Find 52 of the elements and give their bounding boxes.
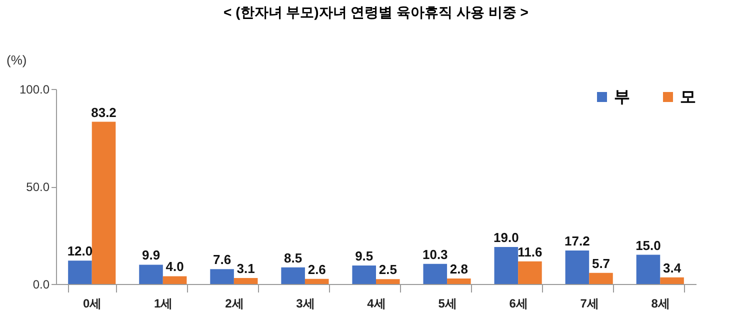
- bar: [518, 261, 542, 284]
- bar: [447, 278, 471, 284]
- x-tick-label: 3세: [296, 296, 315, 310]
- bar: [636, 254, 660, 284]
- bar: [281, 267, 305, 284]
- bar: [589, 272, 613, 284]
- data-label: 2.5: [378, 262, 397, 278]
- data-label: 3.1: [236, 260, 255, 276]
- bar: [565, 250, 590, 284]
- bar: [494, 246, 518, 284]
- data-label: 5.7: [592, 256, 610, 271]
- data-label: 3.4: [662, 260, 682, 276]
- x-tick-label: 8세: [651, 296, 670, 310]
- bar: [68, 260, 92, 284]
- data-label: 19.0: [494, 230, 519, 245]
- x-tick-label: 1세: [154, 296, 173, 310]
- chart-title: < (한자녀 부모)자녀 연령별 육아휴직 사용 비중 >: [224, 4, 528, 20]
- bar: [234, 278, 258, 284]
- data-label: 8.5: [284, 250, 302, 266]
- data-label: 2.6: [308, 262, 326, 277]
- bar: [139, 264, 163, 284]
- y-axis-title: (%): [6, 52, 27, 68]
- bar: [660, 277, 684, 284]
- x-tick-label: 7세: [580, 296, 599, 310]
- y-tick-label: 0.0: [32, 278, 50, 292]
- data-label: 11.6: [518, 244, 542, 260]
- x-tick-label: 5세: [438, 296, 457, 310]
- bar: [210, 269, 234, 284]
- bar: [162, 276, 187, 284]
- data-label: 83.2: [91, 104, 116, 120]
- y-tick-label: 100.0: [19, 82, 50, 96]
- bar: [304, 278, 329, 284]
- data-label: 12.0: [67, 244, 93, 259]
- data-label: 10.3: [422, 246, 448, 262]
- data-label: 9.9: [142, 248, 160, 263]
- data-label: 15.0: [636, 238, 661, 253]
- bar: [92, 122, 116, 284]
- x-tick-label: 6세: [509, 296, 528, 310]
- y-tick-label: 50.0: [26, 180, 50, 194]
- legend-label: 부: [614, 89, 630, 106]
- x-tick-label: 4세: [367, 296, 386, 310]
- data-label: 9.5: [355, 248, 374, 264]
- legend-label: 모: [680, 89, 696, 106]
- bar: [423, 264, 448, 284]
- bar: [376, 279, 400, 284]
- x-tick-label: 2세: [225, 296, 244, 310]
- bar: [352, 265, 376, 284]
- x-tick-label: 0세: [83, 296, 102, 310]
- data-label: 17.2: [564, 233, 590, 248]
- data-label: 7.6: [213, 252, 232, 268]
- data-label: 4.0: [166, 259, 184, 274]
- data-label: 2.8: [450, 262, 468, 277]
